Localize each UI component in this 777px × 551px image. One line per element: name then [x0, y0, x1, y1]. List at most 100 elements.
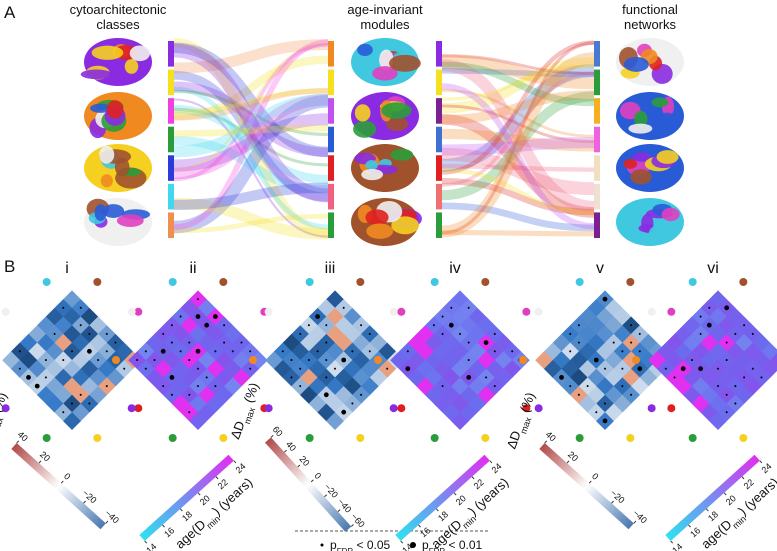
sig-dot [299, 367, 302, 370]
sig-dot [315, 314, 321, 319]
legend-dot-small [320, 543, 324, 547]
legend-part: < 0.05 [353, 538, 390, 551]
sig-dot [307, 359, 310, 361]
sig-dot [621, 367, 624, 370]
sankey-flow [173, 98, 329, 238]
sig-dot [493, 332, 496, 335]
colorbar-tick [105, 520, 109, 524]
brain-region [661, 207, 680, 222]
sankey-flow [441, 61, 595, 107]
brain [351, 198, 422, 246]
sig-dot [325, 324, 328, 327]
brain [84, 198, 152, 246]
colorbar-tick-label: 24 [233, 461, 247, 475]
sankey-node [328, 212, 334, 238]
colorbar-tick-label: 40 [16, 429, 30, 443]
sig-dot [79, 306, 82, 309]
brain-region [114, 157, 130, 177]
brain-region [116, 214, 144, 228]
colorbar-tick [60, 480, 64, 484]
brain-region [100, 174, 113, 188]
sig-dot [86, 348, 92, 354]
sig-dot [577, 324, 580, 327]
node-dot [481, 278, 490, 287]
colorbar-tick-label: −20 [81, 488, 99, 506]
node-dot [519, 356, 527, 364]
sankey-flow [441, 64, 595, 172]
sig-dot [630, 324, 633, 327]
colorbar-tick-label: 18 [180, 509, 194, 523]
colorbar-tick-label: 20 [297, 454, 311, 468]
sig-dot [690, 359, 693, 361]
colorbar-ramp [139, 454, 234, 541]
node-dot [219, 433, 228, 442]
sig-dot [637, 366, 643, 372]
colorbar-tick-label: 22 [216, 477, 230, 491]
colorbar-tick [611, 500, 614, 504]
sig-dot [162, 332, 165, 335]
sig-dot [205, 376, 208, 379]
sankey-flow [173, 37, 329, 238]
colorbar-tick-label: 20 [454, 493, 468, 507]
sig-dot [44, 376, 47, 379]
colorbar-tick-label: 24 [489, 461, 503, 475]
legend-text: pFDR < 0.01 [422, 538, 482, 551]
node-dot [356, 278, 365, 287]
node-dot [575, 433, 584, 442]
node-dot [575, 278, 584, 287]
colorbar-tick [16, 440, 20, 444]
node-dot [168, 433, 177, 442]
panel-label: A [4, 3, 16, 22]
colorbar-tick [233, 460, 237, 464]
sig-dot [88, 402, 91, 405]
colorbar-tick-label: 0 [62, 471, 72, 482]
node-dot [688, 433, 697, 442]
sig-dot [123, 367, 126, 370]
sig-dot [223, 324, 226, 327]
sig-dot [360, 324, 363, 327]
sig-dot [105, 350, 108, 353]
colorbar-tick-label: 22 [742, 477, 756, 491]
label-part: ) (years) [209, 475, 255, 519]
brain-region [386, 116, 409, 132]
sig-dot [79, 393, 82, 396]
sig-dot [334, 367, 336, 370]
sankey-node [594, 126, 600, 153]
node-dot [42, 278, 51, 287]
colorbar-ramp [395, 454, 490, 541]
heatmap-cell [326, 412, 344, 431]
heatmap-cell [416, 377, 435, 396]
colorbar-tick-label: 20 [198, 493, 212, 507]
sankey-flow [441, 104, 595, 143]
heatmaps: i ii iii iv v vi [1, 260, 777, 442]
brain-region [649, 225, 670, 239]
sig-dot [18, 367, 21, 370]
label-part: max [518, 415, 533, 435]
colorbar-tick [418, 524, 421, 528]
sankey-node [328, 41, 334, 67]
sig-dot [26, 374, 31, 380]
sankey-node [328, 155, 334, 181]
sankey-flow [441, 164, 595, 172]
sankey-node [436, 212, 442, 238]
sankey-flow [173, 124, 329, 137]
sig-dot [604, 367, 606, 370]
sig-dot [602, 296, 608, 302]
sankey-node [594, 155, 600, 181]
sankey-flow [173, 107, 329, 167]
colorbar-tick-label: 18 [706, 509, 720, 523]
node-dot [219, 278, 228, 287]
sankey-node [594, 212, 600, 238]
colorbar-tick-label: −20 [609, 488, 627, 506]
sig-dot [621, 350, 624, 353]
brain-region [365, 160, 379, 170]
colorbar-tick-label: −40 [631, 508, 649, 526]
colorbar-tick-label: 14 [670, 541, 684, 551]
node-dot [127, 307, 136, 316]
node-dot [626, 278, 635, 287]
heatmap [648, 290, 777, 431]
node-dot [667, 404, 676, 413]
sig-dot [223, 341, 226, 344]
sig-dot [197, 367, 199, 370]
